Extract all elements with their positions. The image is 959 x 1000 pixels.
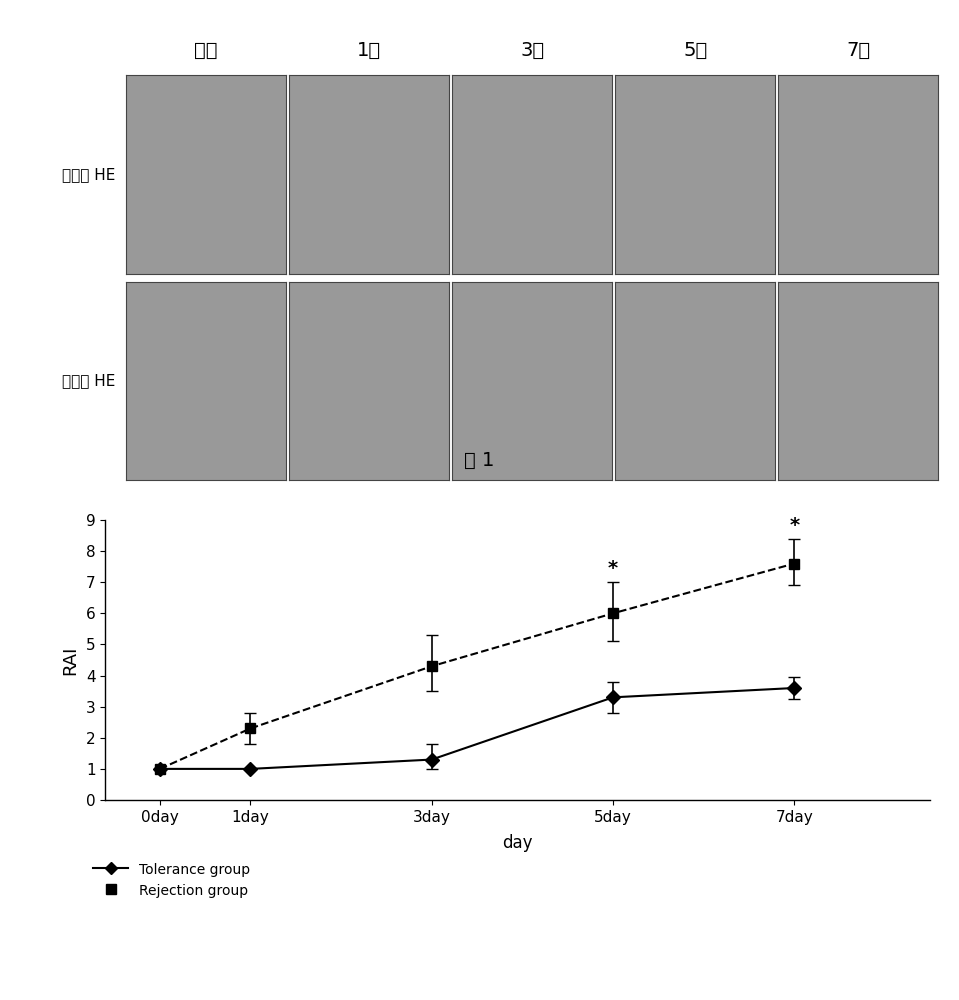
Text: 图 1: 图 1 xyxy=(464,451,495,470)
Text: *: * xyxy=(608,559,619,578)
Text: day: day xyxy=(503,834,533,852)
Text: 3天: 3天 xyxy=(520,40,545,60)
Text: 耐受组 HE: 耐受组 HE xyxy=(61,167,115,182)
Text: *: * xyxy=(789,516,800,535)
Y-axis label: RAI: RAI xyxy=(61,645,79,675)
Text: 5天: 5天 xyxy=(683,40,708,60)
Text: 术前: 术前 xyxy=(195,40,218,60)
Text: 7天: 7天 xyxy=(846,40,871,60)
Text: 排斥组 HE: 排斥组 HE xyxy=(61,373,115,388)
Legend: Tolerance group, Rejection group: Tolerance group, Rejection group xyxy=(87,857,256,903)
Text: 1天: 1天 xyxy=(357,40,382,60)
